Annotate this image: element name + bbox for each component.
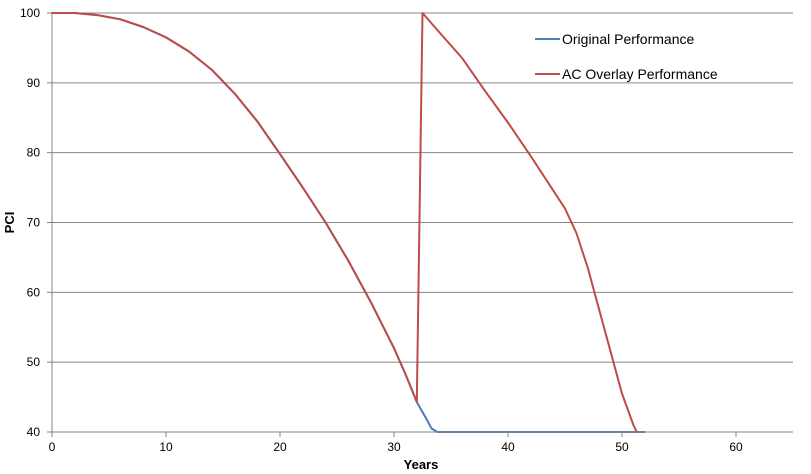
y-tick-label: 90 — [27, 76, 41, 90]
y-axis-title: PCI — [2, 212, 17, 234]
y-tick-label: 40 — [27, 425, 41, 439]
y-tick-label: 50 — [27, 355, 41, 369]
x-tick-label: 0 — [49, 440, 56, 454]
x-tick-label: 40 — [501, 440, 515, 454]
series-line-ac-overlay-performance — [51, 12, 638, 433]
x-tick-label: 30 — [387, 440, 401, 454]
x-tick-label: 60 — [729, 440, 743, 454]
y-tick-label: 70 — [27, 216, 41, 230]
y-tick-label: 100 — [20, 6, 40, 20]
x-tick-label: 10 — [159, 440, 173, 454]
y-axis-ticks: 40 50 60 70 80 90 100 — [20, 6, 52, 439]
x-tick-label: 20 — [273, 440, 287, 454]
x-tick-label: 50 — [615, 440, 629, 454]
y-tick-label: 80 — [27, 146, 41, 160]
x-axis-title: Years — [404, 457, 439, 472]
series-lines — [51, 12, 646, 433]
legend-label: Original Performance — [562, 31, 694, 47]
legend-label: AC Overlay Performance — [562, 66, 718, 82]
legend: Original Performance AC Overlay Performan… — [535, 31, 718, 82]
x-axis-ticks: 0 10 20 30 40 50 60 — [49, 432, 743, 454]
y-tick-label: 60 — [27, 285, 41, 299]
